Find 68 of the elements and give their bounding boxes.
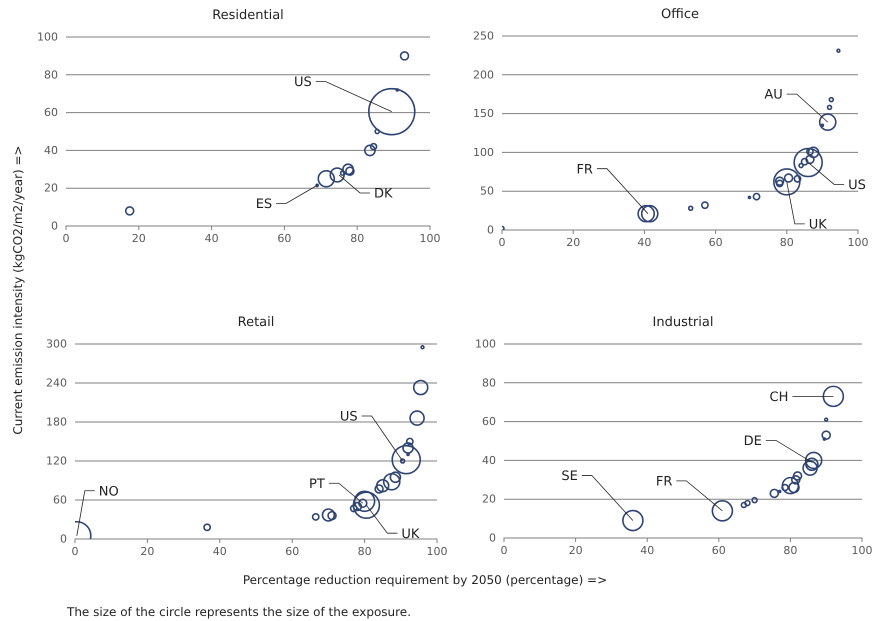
y-tick-label: 100	[37, 30, 58, 44]
x-tick-label: 80	[350, 232, 364, 245]
y-tick-label: 0	[489, 532, 496, 545]
y-tick-label: 200	[473, 68, 494, 82]
x-tick-label: 20	[140, 544, 154, 558]
annotation: ES	[256, 196, 272, 212]
x-tick-label: 40	[637, 236, 652, 249]
y-tick-label: 60	[53, 494, 67, 507]
x-tick-label: 80	[358, 544, 372, 558]
chart-title: Industrial	[652, 315, 714, 330]
x-tick-label: 40	[204, 232, 219, 245]
x-axis-title: Percentage reduction requirement by 2050 (percentage) =>	[242, 573, 608, 587]
y-tick-label: 150	[473, 107, 494, 120]
annotation: DE	[744, 434, 762, 449]
annotation: NO	[98, 484, 119, 500]
x-tick-label: 40	[640, 544, 654, 557]
y-tick-label: 100	[473, 146, 494, 159]
x-tick-label: 20	[132, 232, 146, 245]
x-tick-label: 80	[780, 236, 794, 249]
x-tick-label: 80	[783, 544, 798, 557]
y-tick-label: 240	[46, 376, 67, 390]
x-tick-label: 60	[712, 544, 726, 557]
x-tick-label: 100	[420, 232, 440, 245]
annotation: FR	[656, 474, 672, 490]
annotation: UK	[401, 526, 420, 542]
y-tick-label: 120	[46, 454, 67, 468]
x-tick-label: 100	[852, 544, 872, 557]
y-tick-label: 20	[44, 182, 58, 195]
annotation: FR	[576, 162, 593, 178]
annotation: DK	[374, 186, 394, 202]
annotation: CH	[770, 390, 788, 405]
y-tick-label: 20	[482, 492, 496, 506]
x-tick-label: 0	[72, 544, 78, 558]
y-tick-label: 180	[46, 416, 67, 429]
x-tick-label: 20	[568, 544, 583, 557]
y-tick-label: 0	[60, 532, 67, 546]
chart-title: Retail	[238, 315, 274, 330]
y-tick-label: 80	[44, 68, 58, 82]
x-tick-label: 60	[285, 544, 300, 558]
y-tick-label: 40	[44, 144, 58, 157]
annotation: PT	[309, 476, 325, 492]
annotation: US	[294, 75, 312, 90]
y-tick-label: 250	[473, 30, 494, 43]
chart-title: Residential	[212, 8, 284, 23]
chart-title: Office	[661, 7, 699, 22]
x-tick-label: 0	[500, 544, 508, 557]
x-tick-label: 60	[277, 232, 292, 245]
y-tick-label: 40	[482, 454, 496, 467]
y-tick-label: 0	[51, 220, 58, 233]
y-tick-label: 80	[482, 376, 496, 390]
y-tick-label: 50	[480, 184, 494, 198]
y-tick-label: 100	[475, 338, 496, 351]
annotation: US	[848, 178, 866, 194]
x-tick-label: 60	[708, 236, 723, 249]
x-tick-label: 100	[426, 544, 448, 558]
y-axis-title: Current emission intensity (kgCO2/m2/year) =>	[11, 145, 25, 435]
x-tick-label: 100	[848, 236, 868, 249]
annotation: SE	[561, 469, 578, 484]
x-tick-label: 0	[498, 236, 506, 249]
text: The size of the circle represents the size of the exposure.	[66, 605, 412, 619]
annotation: US	[340, 410, 358, 425]
y-tick-label: 60	[44, 106, 58, 120]
x-tick-label: 20	[566, 236, 580, 249]
y-tick-label: 300	[46, 338, 67, 351]
x-tick-label: 40	[212, 544, 227, 558]
y-tick-label: 60	[482, 415, 496, 428]
annotation: AU	[764, 88, 783, 103]
annotation: UK	[808, 217, 828, 232]
